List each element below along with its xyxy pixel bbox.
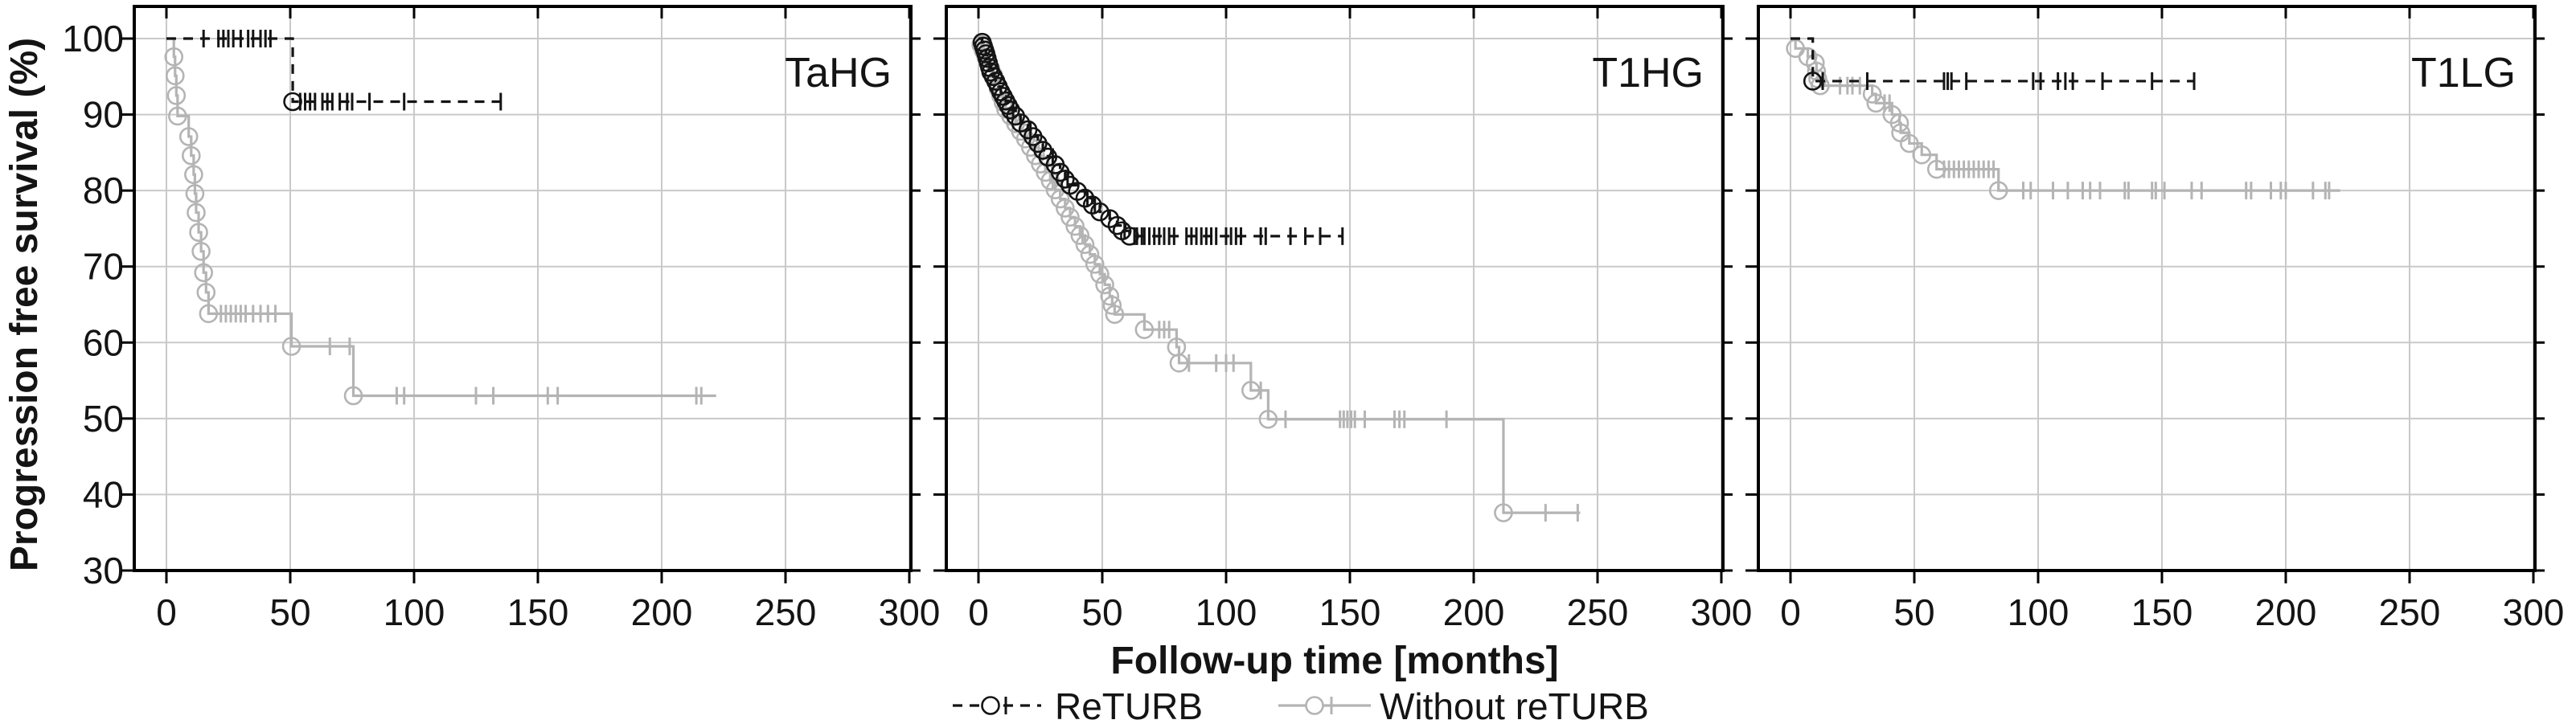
panel-title-t1hg: T1HG [1592,50,1704,96]
without-returb-legend-marker-icon [1305,696,1324,715]
x-tick-label: 100 [384,591,445,633]
axis-ticks [1745,6,2545,583]
x-tick-label: 0 [156,591,177,633]
y-tick-label: 100 [62,18,124,59]
legend-item-without-returb: Without reTURB [1278,685,1649,724]
returb-curve [1790,37,2195,83]
x-tick-label: 200 [1443,591,1505,633]
x-tick-label: 0 [1780,591,1801,633]
panel-border [133,5,913,572]
panel-title-tahg: TaHG [785,50,892,96]
returb-curve-group [972,32,1344,246]
censor-ticks [1821,72,2196,90]
x-tick-label: 300 [2503,591,2565,633]
x-tick-label: 100 [1196,591,1257,633]
x-tick-label: 100 [2008,591,2069,633]
without-returb-curve [166,37,716,398]
x-tick-label: 300 [879,591,941,633]
x-tick-label: 250 [2379,591,2441,633]
legend-label-without-returb: Without reTURB [1380,685,1649,724]
y-tick-label: 80 [83,170,124,211]
x-tick-label: 50 [1893,591,1934,633]
x-tick-label: 150 [1319,591,1381,633]
x-tick-label: 200 [631,591,693,633]
panel-border [945,5,1725,572]
returb-curve [166,37,501,104]
panel-t1hg: 0 50 100 150 200 250 300 T1HG [933,5,1753,633]
event-markers [972,32,1139,246]
censor-ticks [1051,171,1579,522]
legend-label-returb: ReTURB [1055,685,1203,724]
without-returb-curve-group [164,37,716,406]
x-tick-label: 0 [968,591,989,633]
x-tick-label: 200 [2255,591,2317,633]
x-tick-label: 150 [2131,591,2193,633]
y-axis-title: Progression free survival (%) [3,38,46,571]
x-tick-label: 150 [507,591,569,633]
panel-title-t1lg: T1LG [2411,50,2516,96]
y-tick-label: 50 [83,398,124,440]
returb-legend-marker-icon [981,696,1000,715]
x-tick-label: 50 [269,591,310,633]
y-tick-label: 70 [83,246,124,288]
axis-ticks [933,6,1733,583]
event-markers [164,47,363,406]
y-tick-label: 40 [83,473,124,515]
panel-tahg: 0 50 100 150 200 250 300 TaHG [121,5,941,633]
x-tick-label: 250 [1567,591,1629,633]
x-axis-title: Follow-up time [months] [1110,640,1558,682]
y-tick-label: 90 [83,94,124,136]
event-markers [1803,72,1823,91]
panel-t1lg: 0 50 100 150 200 250 300 T1LG [1745,5,2565,633]
without-returb-curve-group [1786,37,2340,200]
censor-ticks [219,305,703,405]
legend-item-returb: ReTURB [953,685,1203,724]
y-tick-label: 30 [83,550,124,591]
censor-ticks [1839,76,2331,200]
x-tick-label: 50 [1081,591,1122,633]
panel-border [1757,5,2537,572]
event-markers [1786,39,2008,200]
returb-curve-group [166,30,502,112]
legend: ReTURB Without reTURB [953,685,1649,724]
x-tick-label: 250 [755,591,817,633]
x-tick-label: 300 [1691,591,1753,633]
returb-curve-group [1790,37,2196,91]
event-markers [283,92,302,112]
axis-ticks [121,6,921,583]
y-tick-label: 60 [83,321,124,363]
